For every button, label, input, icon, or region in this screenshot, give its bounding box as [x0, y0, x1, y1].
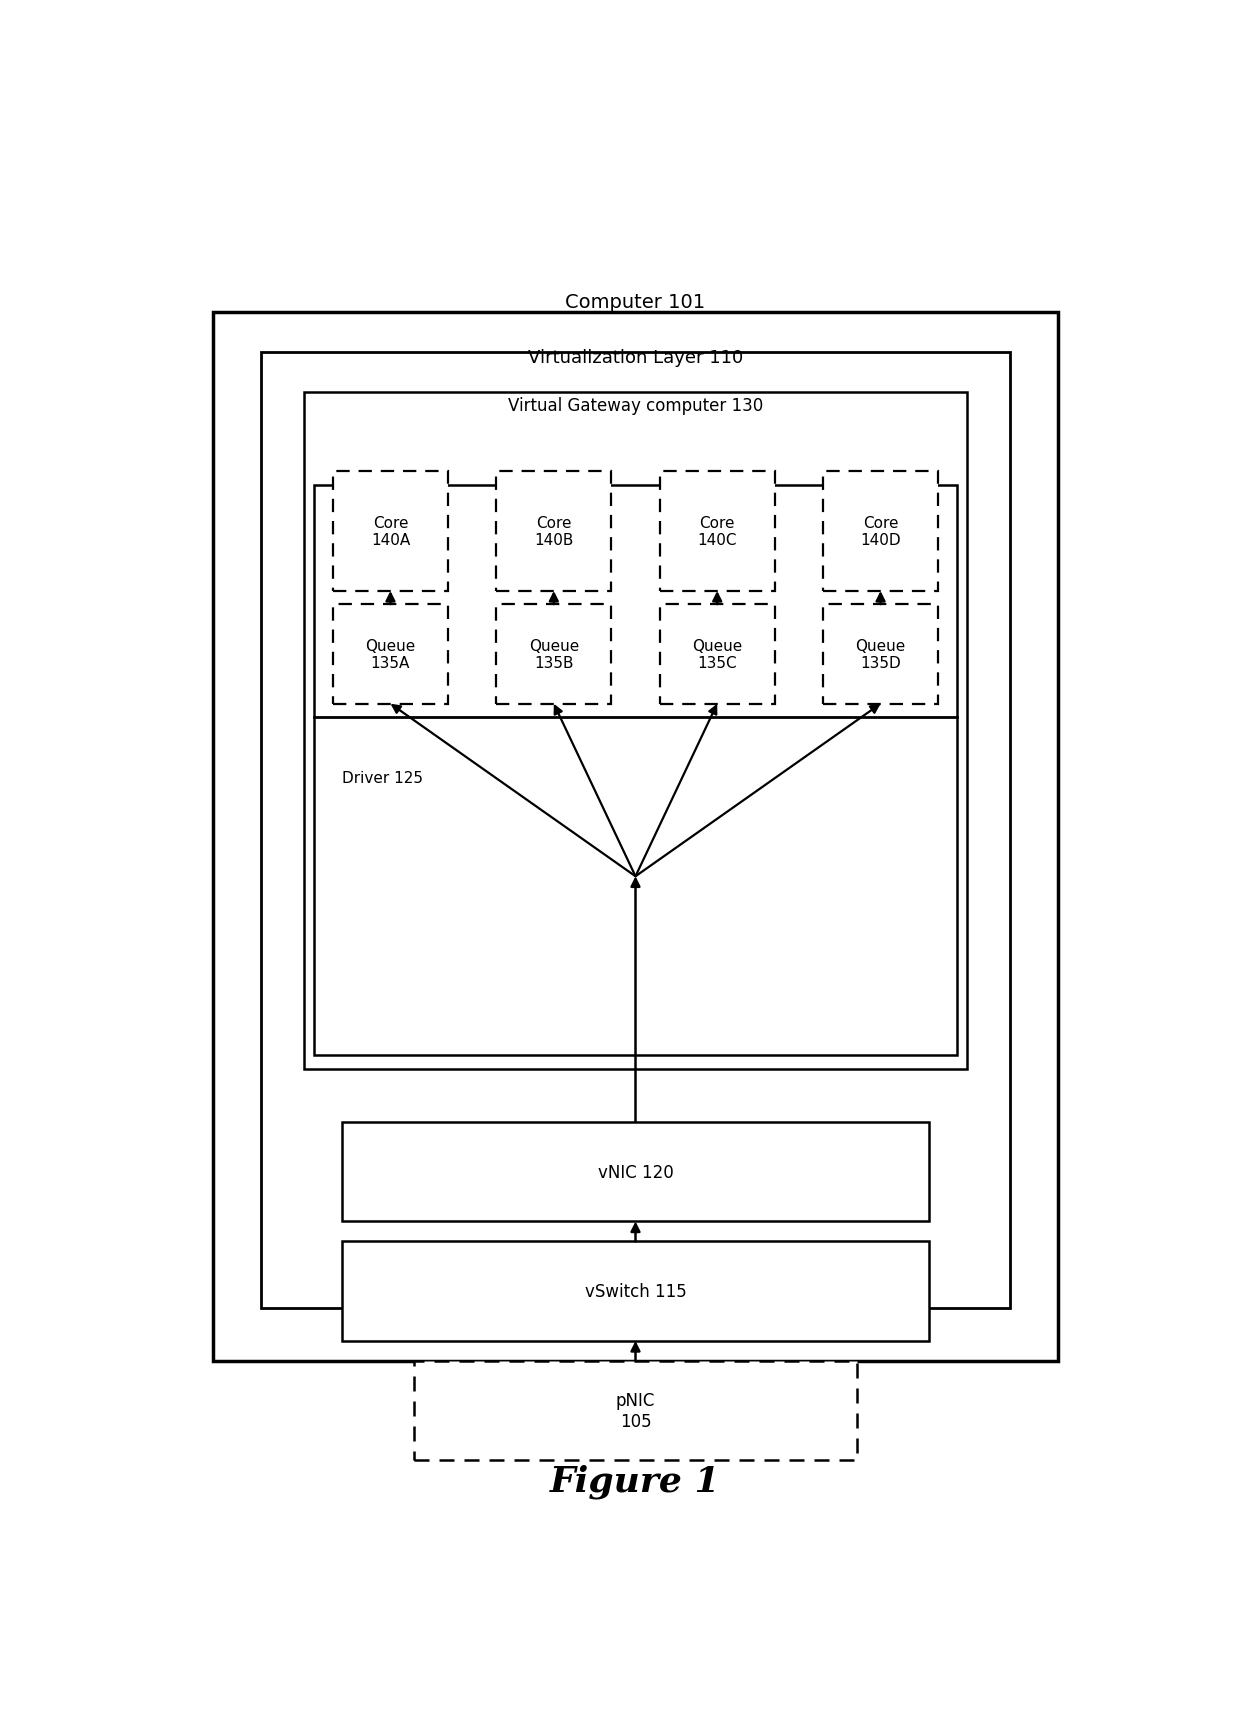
Bar	[314, 486, 957, 1056]
Bar	[342, 1122, 929, 1222]
Text: Driver 125: Driver 125	[342, 770, 423, 786]
Bar	[304, 393, 967, 1068]
Text: Queue
135A: Queue 135A	[366, 638, 415, 670]
Bar	[496, 605, 611, 705]
Bar	[213, 314, 1058, 1361]
Bar	[660, 472, 775, 591]
Bar	[332, 605, 448, 705]
Text: Computer 101: Computer 101	[565, 293, 706, 312]
Text: Queue
135B: Queue 135B	[528, 638, 579, 670]
Text: Core
140C: Core 140C	[697, 515, 737, 548]
Text: pNIC
105: pNIC 105	[616, 1392, 655, 1430]
Text: Core
140A: Core 140A	[371, 515, 410, 548]
Bar	[496, 472, 611, 591]
Bar	[414, 1361, 857, 1461]
Text: Core
140B: Core 140B	[534, 515, 574, 548]
Text: Figure 1: Figure 1	[551, 1463, 720, 1497]
Text: Virtual Gateway computer 130: Virtual Gateway computer 130	[508, 396, 763, 415]
Bar	[342, 1242, 929, 1340]
Text: vNIC 120: vNIC 120	[598, 1163, 673, 1180]
Text: Virtualization Layer 110: Virtualization Layer 110	[528, 348, 743, 367]
Text: Queue
135D: Queue 135D	[856, 638, 905, 670]
Text: Queue
135C: Queue 135C	[692, 638, 743, 670]
Bar	[660, 605, 775, 705]
Bar	[823, 605, 939, 705]
Text: vSwitch 115: vSwitch 115	[584, 1282, 687, 1301]
Bar	[332, 472, 448, 591]
Bar	[260, 353, 1011, 1308]
Bar	[823, 472, 939, 591]
Text: Core
140D: Core 140D	[861, 515, 901, 548]
